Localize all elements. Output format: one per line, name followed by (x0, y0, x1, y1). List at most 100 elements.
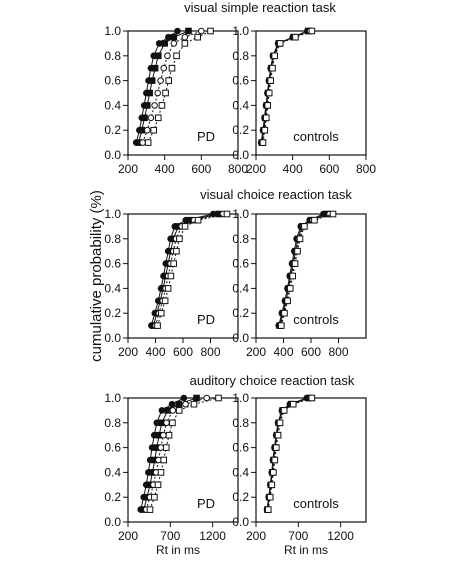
data-point-open-circle (143, 126, 151, 134)
data-point-open-square (215, 394, 222, 402)
data-point-filled-circle (155, 40, 163, 47)
data-point-open-square (157, 309, 165, 317)
data-point-open-square (157, 469, 165, 476)
data-point-open-square (164, 285, 172, 292)
panel-label: controls (293, 312, 339, 327)
plot-frame (127, 213, 239, 339)
y-tick-label: 0.6 (232, 74, 249, 88)
data-point-open-square (286, 285, 294, 292)
y-tick-label: 0.6 (104, 257, 121, 271)
data-point-open-square (278, 322, 285, 329)
y-tick-label: 1.0 (104, 391, 121, 405)
data-point-open-square (289, 272, 297, 280)
chart-panel-2: 0.0 0.2 0.4 0.6 0.8 1.0 200 400 600 800 PD (104, 207, 239, 359)
data-point-open-circle (198, 27, 205, 35)
y-tick-label: 0.4 (232, 98, 249, 112)
data-point-open-circle (157, 444, 165, 451)
y-tick-label: 0.8 (104, 416, 121, 430)
x-tick-label: 600 (319, 162, 339, 176)
data-point-open-circle (182, 400, 189, 408)
x-axis-label: Rt in ms (284, 543, 328, 557)
data-point-open-square (167, 272, 175, 280)
y-tick-label: 0.2 (232, 123, 249, 137)
data-point-open-circle (157, 77, 164, 84)
data-point-open-circle (154, 89, 161, 97)
y-tick-label: 0.8 (104, 232, 121, 246)
chart-panel-1: 0.0 0.2 0.4 0.6 0.8 1.0 200 400 600 800 controls (232, 24, 376, 176)
x-tick-label: 400 (145, 345, 165, 359)
data-point-open-square (194, 216, 202, 224)
y-tick-label: 0.4 (232, 465, 249, 479)
x-tick-label: 200 (118, 345, 138, 359)
data-point-filled-square (146, 89, 153, 97)
data-point-open-square (144, 139, 152, 146)
x-tick-label: 600 (173, 345, 193, 359)
data-point-filled-square (138, 126, 146, 134)
y-tick-label: 1.0 (104, 207, 121, 221)
x-tick-label: 200 (246, 529, 266, 543)
x-tick-label: 800 (228, 162, 248, 176)
data-point-open-square (261, 126, 269, 134)
data-point-open-square (271, 52, 278, 60)
x-tick-label: 200 (246, 162, 266, 176)
y-tick-label: 0.6 (232, 257, 249, 271)
data-point-open-square (259, 139, 267, 146)
series-line-open-square (262, 30, 313, 143)
data-point-open-square (276, 419, 284, 427)
y-tick-label: 0.2 (232, 490, 249, 504)
x-tick-label: 700 (288, 529, 308, 543)
row-title-visual-choice: visual choice reaction task (200, 187, 352, 202)
panels: 0.0 0.2 0.4 0.6 0.8 1.0 200 400 600 800 PD 0.0 0.2 0.… (104, 24, 376, 557)
y-tick-label: 0.4 (104, 281, 121, 295)
y-tick-label: 1.0 (104, 24, 121, 38)
data-point-open-square (173, 52, 180, 60)
y-tick-label: 0.0 (104, 148, 121, 162)
data-point-open-circle (170, 40, 178, 47)
x-tick-label: 200 (246, 345, 266, 359)
y-tick-label: 0.6 (104, 441, 121, 455)
y-tick-label: 0.8 (232, 416, 249, 430)
data-point-open-square (170, 260, 177, 267)
data-point-open-circle (160, 431, 167, 439)
x-tick-label: 800 (328, 345, 348, 359)
data-point-open-square (329, 210, 337, 218)
x-tick-label: 1200 (327, 529, 354, 543)
data-point-open-circle (160, 64, 168, 72)
y-tick-label: 0.4 (104, 465, 121, 479)
data-point-open-circle (203, 394, 210, 402)
chart-panel-5: 0.0 0.2 0.4 0.6 0.8 1.0 200 700 1200 controls Rt i… (232, 391, 367, 557)
data-point-open-square (165, 431, 173, 439)
y-tick-label: 0.2 (104, 490, 121, 504)
data-point-open-square (181, 223, 189, 230)
y-tick-label: 0.2 (232, 306, 249, 320)
data-point-open-circle (147, 114, 155, 122)
data-point-open-square (289, 400, 297, 408)
data-point-open-square (175, 407, 183, 414)
y-tick-label: 0.4 (104, 98, 121, 112)
data-point-filled-square (154, 52, 162, 60)
data-point-open-square (264, 506, 272, 513)
series-line-filled-square (152, 213, 219, 326)
panel-label: controls (293, 496, 339, 511)
data-point-filled-square (185, 27, 192, 35)
series-line-filled-square (138, 30, 189, 143)
y-tick-label: 1.0 (232, 24, 249, 38)
y-tick-label: 0.8 (232, 49, 249, 63)
row-title-visual-simple: visual simple reaction task (184, 0, 336, 15)
data-point-filled-square (148, 77, 156, 84)
data-point-filled-square (143, 102, 151, 109)
data-point-filled-square (161, 40, 168, 47)
panel-label: PD (197, 496, 215, 511)
chart-panel-0: 0.0 0.2 0.4 0.6 0.8 1.0 200 400 600 800 PD (104, 24, 248, 176)
plot-frame (127, 397, 239, 523)
y-tick-label: 0.6 (104, 74, 121, 88)
y-tick-label: 0.0 (232, 331, 249, 345)
data-point-open-square (264, 102, 272, 109)
data-point-open-square (162, 89, 169, 97)
data-point-filled-circle (174, 27, 181, 35)
plot-frame (127, 30, 239, 156)
data-point-open-square (274, 431, 282, 439)
data-point-open-square (161, 297, 169, 305)
data-point-open-square (270, 469, 277, 476)
x-tick-label: 800 (200, 345, 220, 359)
